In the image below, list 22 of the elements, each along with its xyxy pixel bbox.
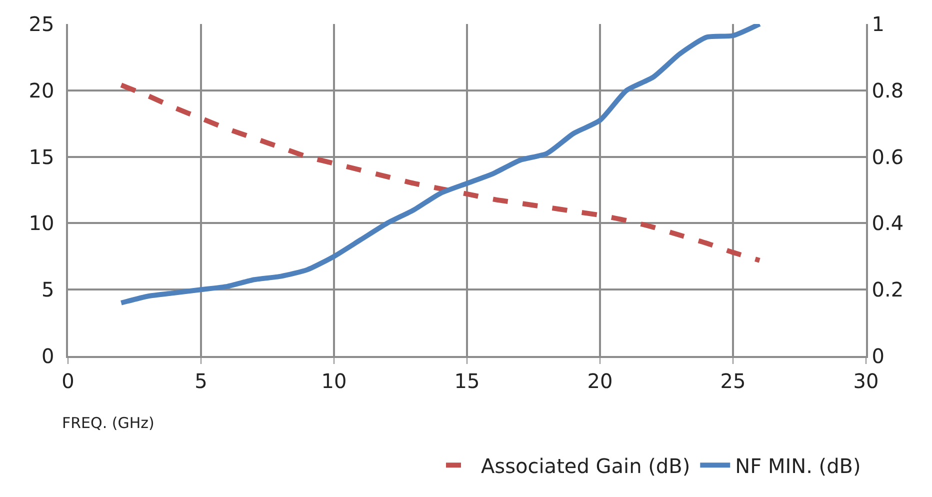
x-tick-label: 25	[720, 368, 746, 393]
legend-label: NF MIN. (dB)	[735, 454, 861, 478]
y-tick-label: 0	[42, 344, 54, 368]
legend-label: Associated Gain (dB)	[481, 454, 690, 478]
y-tick-label: 10	[28, 211, 54, 236]
x-tick-label: 15	[454, 368, 480, 393]
x-tick-label: 30	[853, 368, 879, 393]
y2-tick-label: 0	[872, 344, 884, 368]
y2-tick-label: 1	[872, 12, 884, 36]
y-tick-label: 25	[28, 12, 54, 36]
y-tick-label: 20	[28, 78, 54, 102]
y-tick-label: 5	[42, 278, 54, 302]
x-tick-label: 0	[62, 368, 74, 393]
x-axis-title: FREQ. (GHz)	[62, 414, 154, 432]
y2-tick-label: 0.8	[872, 78, 904, 102]
x-tick-label: 20	[587, 368, 613, 393]
x-tick-label: 10	[321, 368, 347, 393]
y2-tick-label: 0.2	[872, 278, 904, 302]
y-tick-label: 15	[28, 144, 54, 169]
y2-tick-label: 0.6	[872, 144, 904, 169]
y2-tick-label: 0.4	[872, 211, 904, 236]
x-tick-label: 5	[194, 368, 208, 393]
